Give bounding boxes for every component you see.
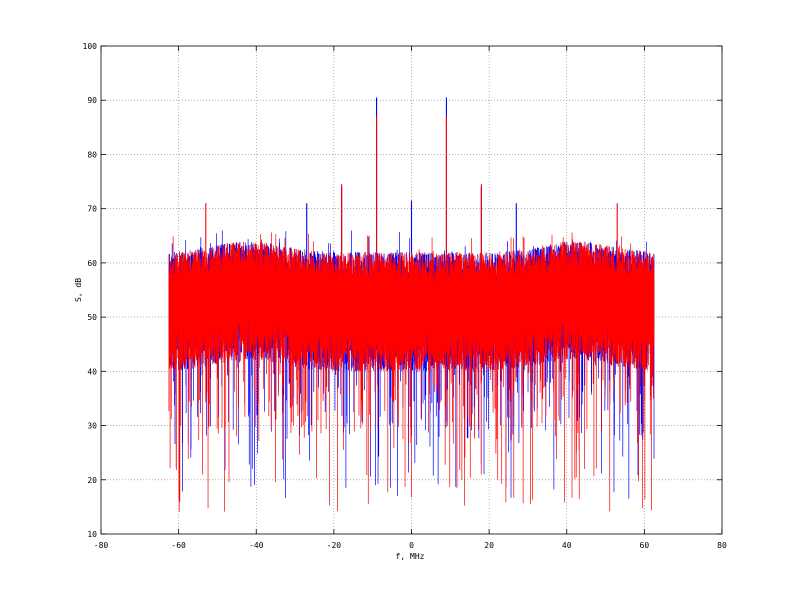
x-tick-label: 60	[640, 541, 650, 550]
x-tick-label: 40	[562, 541, 572, 550]
y-tick-label: 90	[87, 96, 97, 105]
y-axis-label: S, dB	[74, 278, 83, 302]
axis-ticks: -80 -60 -40 -20 0 20 40 60 80 10 20 30 40 50 60 70 80 90 1…	[83, 42, 727, 550]
x-tick-label: -60	[171, 541, 186, 550]
y-tick-label: 40	[87, 367, 97, 376]
series-red	[168, 116, 655, 512]
y-tick-label: 20	[87, 476, 97, 485]
y-tick-label: 30	[87, 422, 97, 431]
x-tick-label: -40	[249, 541, 264, 550]
y-tick-label: 50	[87, 313, 97, 322]
series-noise	[168, 232, 655, 512]
x-tick-label: 20	[484, 541, 494, 550]
y-tick-label: 80	[87, 150, 97, 159]
x-tick-label: 80	[717, 541, 727, 550]
x-axis-label: f, MHz	[396, 552, 425, 561]
y-tick-label: 60	[87, 259, 97, 268]
x-tick-label: -20	[327, 541, 342, 550]
y-tick-label: 10	[87, 530, 97, 539]
x-tick-label: -80	[94, 541, 109, 550]
x-tick-label: 0	[409, 541, 414, 550]
y-tick-label: 70	[87, 205, 97, 214]
y-tick-label: 100	[83, 42, 98, 51]
